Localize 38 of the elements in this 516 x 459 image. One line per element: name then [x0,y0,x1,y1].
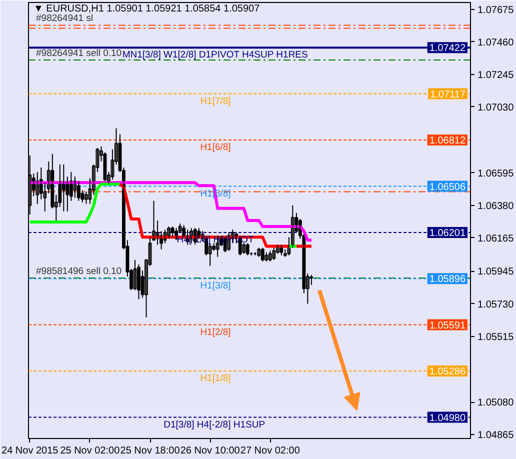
annotation: #98264941 sl [36,13,94,24]
y-tick-label: 1.04865 [478,430,514,442]
chart-title: ▼ EURUSD,H1 1.05901 1.05921 1.05854 1.05907 [34,4,260,14]
ref-line-label: 1.05591 [429,320,466,332]
ref-line-label: 1.06201 [429,228,466,239]
y-tick-label: 1.06595 [478,168,514,180]
y-tick-label: 1.05945 [478,266,514,278]
annotation: H1[6/8] [200,142,231,153]
x-tick-label: 25 Nov 18:00 [120,446,180,456]
ref-line-label: 1.04980 [429,412,466,424]
x-tick-label: 26 Nov 10:00 [180,446,240,456]
x-tick-label: 24 Nov 2015 [2,446,59,456]
y-tick-label: 1.05515 [478,332,514,343]
annotation: #98581496 sell 0.10 [36,266,122,278]
y-tick-label: 1.07675 [478,4,514,16]
annotation: H1[2/8] [200,326,231,338]
x-tick-label: 25 Nov 02:00 [60,446,120,456]
annotation: MN1[3/8] W1[2/8] D1PIVOT H4SUP H1RES [122,50,308,61]
annotation: H1[1/8] [200,372,231,384]
annotation: H1[3/8] [200,280,231,292]
y-tick-label: 1.07245 [478,70,514,81]
ref-line-label: 1.05286 [429,366,466,378]
annotation: #98264941 sell 0.10 [36,48,122,60]
annotation: D1[3/8] H4[-2/8] H1SUP [164,419,266,430]
ref-line-label: 1.07422 [429,43,466,54]
y-tick-label: 1.05730 [478,299,514,310]
ref-line-label: 1.05896 [429,274,466,286]
y-tick-label: 1.07460 [478,37,514,48]
x-tick-label: 27 Nov 02:00 [240,446,300,456]
y-tick-label: 1.06380 [478,200,514,212]
ref-line-label: 1.06506 [429,182,466,193]
line-series [28,182,122,224]
annotation: H1[7/8] [200,96,231,107]
y-tick-label: 1.05080 [478,398,514,409]
ref-line-label: 1.06812 [429,135,466,146]
y-tick-label: 1.06165 [478,233,514,244]
ref-line-label: 1.07117 [430,89,466,100]
y-tick-label: 1.07030 [478,102,514,114]
